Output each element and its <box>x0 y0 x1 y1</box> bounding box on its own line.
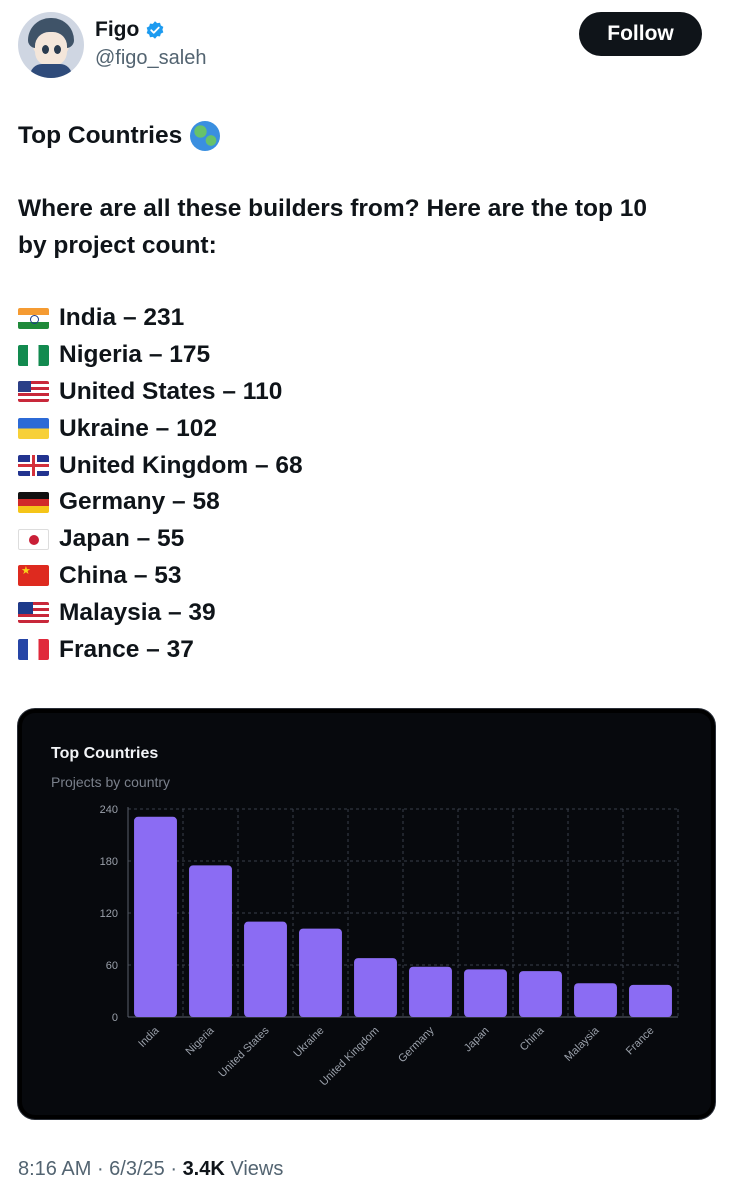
bar-united-kingdom <box>354 958 397 1017</box>
author-name[interactable]: Figo <box>95 18 140 41</box>
bar-malaysia <box>574 983 617 1017</box>
malaysia-flag-icon <box>18 602 49 624</box>
chart-image[interactable]: 0 60 120 180 240 India Nigeria United States Ukr… <box>17 708 716 1120</box>
post-intro-line1: Where are all these builders from? Here … <box>18 195 648 223</box>
india-flag-icon <box>18 307 49 329</box>
united-kingdom-flag-icon <box>18 455 49 477</box>
china-flag-icon <box>18 565 49 587</box>
y-tick-label: 0 <box>112 1012 118 1024</box>
author-handle[interactable]: @figo_saleh <box>95 47 207 69</box>
list-item: Germany – 58 <box>18 484 718 521</box>
bar-germany <box>409 966 452 1017</box>
x-tick-label: Malaysia <box>562 1024 602 1064</box>
separator-dot: · <box>96 1158 110 1180</box>
bar-chart: 0 60 120 180 240 India Nigeria United States Ukr… <box>100 804 679 1089</box>
bar-india <box>134 816 177 1017</box>
bar-china <box>519 971 562 1017</box>
x-tick-label: Nigeria <box>183 1024 217 1058</box>
x-tick-label: United Kingdom <box>318 1025 382 1089</box>
post-date[interactable]: 6/3/25 <box>109 1158 165 1180</box>
y-tick-label: 180 <box>100 856 118 868</box>
chart-title: Top Countries <box>51 745 159 762</box>
y-tick-label: 240 <box>100 804 118 816</box>
list-item: France – 37 <box>18 631 718 668</box>
bar-nigeria <box>189 865 232 1017</box>
list-item: United Kingdom – 68 <box>18 447 718 484</box>
post-title: Top Countries <box>18 122 183 149</box>
country-list: India – 231 Nigeria – 175 United States … <box>18 300 718 668</box>
united-states-flag-icon <box>18 381 49 403</box>
post-time[interactable]: 8:16 AM <box>18 1158 92 1180</box>
post-text: Top Countries Where are all these builde… <box>18 118 718 265</box>
chart-subtitle: Projects by country <box>51 774 171 790</box>
x-tick-label: Ukraine <box>291 1025 326 1060</box>
japan-flag-icon <box>18 528 49 550</box>
x-tick-label: Germany <box>396 1024 437 1065</box>
bar-united-states <box>244 921 287 1017</box>
avatar[interactable] <box>18 12 84 78</box>
list-item: Japan – 55 <box>18 521 718 558</box>
france-flag-icon <box>18 639 49 661</box>
x-tick-label: France <box>624 1025 657 1058</box>
views-label: Views <box>230 1158 284 1180</box>
list-item: China – 53 <box>18 558 718 595</box>
post-intro-line2: by project count: <box>18 232 217 260</box>
views-count: 3.4K <box>182 1158 225 1180</box>
separator-dot: · <box>170 1158 183 1180</box>
list-item: United States – 110 <box>18 374 718 411</box>
bar-japan <box>464 969 507 1017</box>
y-tick-label: 60 <box>106 960 118 972</box>
verified-badge-icon <box>146 21 164 39</box>
x-tick-label: India <box>136 1024 162 1050</box>
follow-button[interactable]: Follow <box>579 12 702 56</box>
post-header: Figo @figo_saleh Follow <box>18 12 708 80</box>
x-tick-label: China <box>518 1024 547 1053</box>
list-item: Malaysia – 39 <box>18 594 718 631</box>
list-item: Nigeria – 175 <box>18 337 718 374</box>
bar-france <box>629 984 672 1017</box>
x-tick-label: Japan <box>462 1025 492 1055</box>
y-tick-label: 120 <box>100 908 118 920</box>
globe-icon <box>190 121 221 152</box>
x-tick-label: United States <box>216 1024 272 1080</box>
nigeria-flag-icon <box>18 344 49 366</box>
germany-flag-icon <box>18 491 49 513</box>
post-meta: 8:16 AM · 6/3/25 · 3.4K Views <box>18 1158 283 1181</box>
bar-ukraine <box>299 928 342 1017</box>
ukraine-flag-icon <box>18 418 49 440</box>
list-item: India – 231 <box>18 300 718 337</box>
list-item: Ukraine – 102 <box>18 410 718 447</box>
